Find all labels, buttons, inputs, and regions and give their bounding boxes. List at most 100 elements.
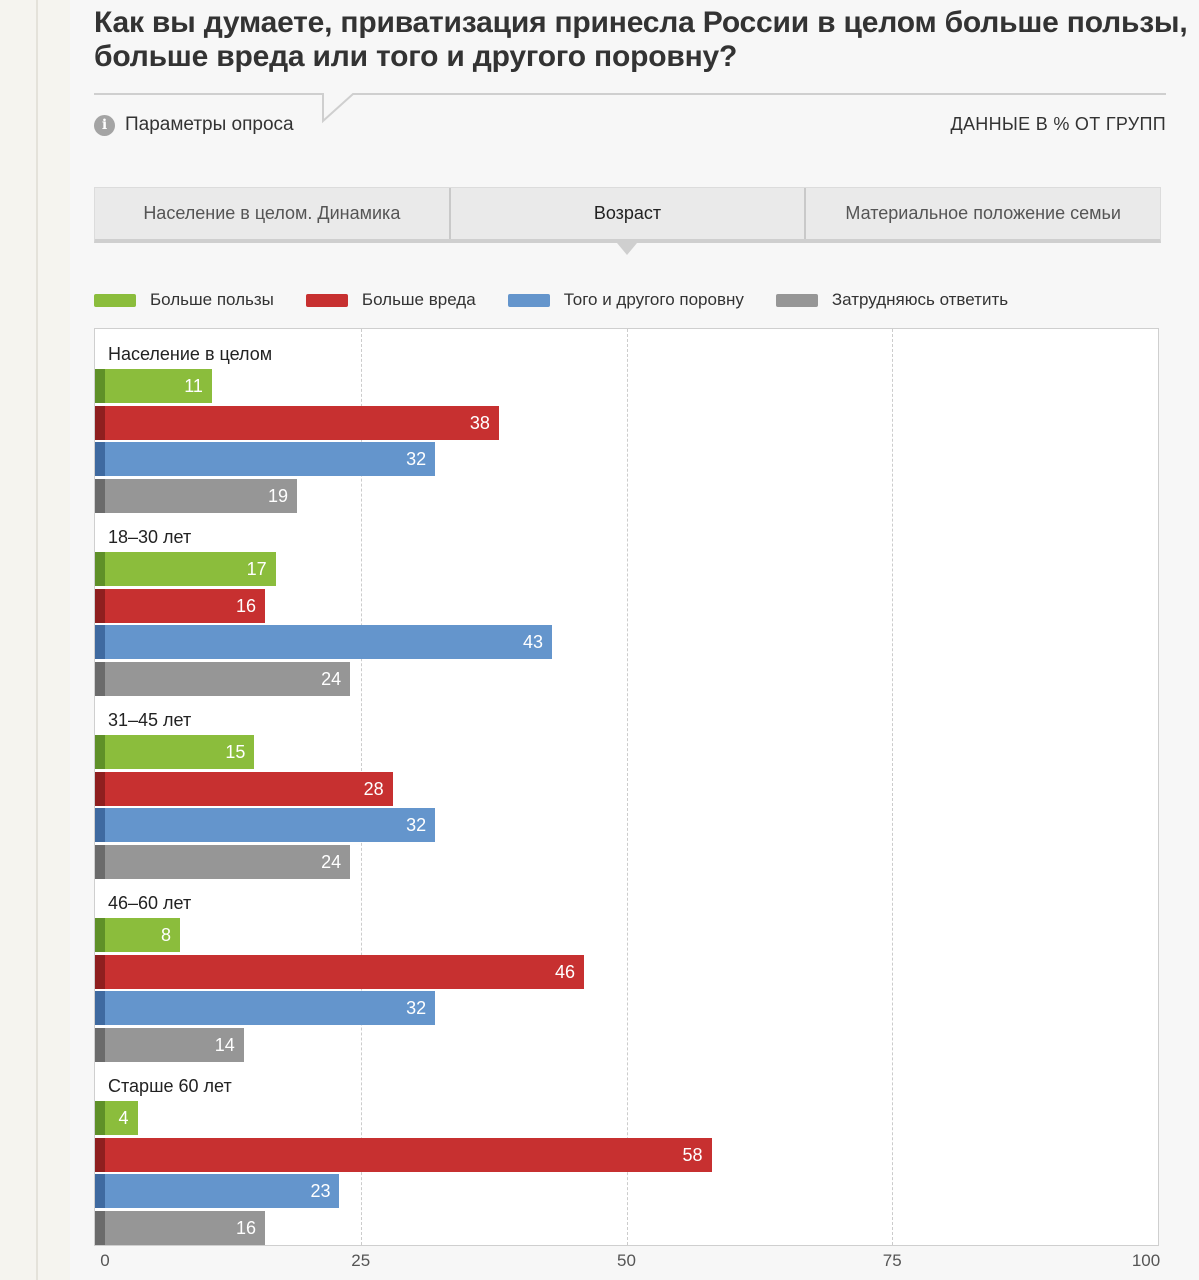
bar-edge (95, 1174, 105, 1208)
bar-edge (95, 625, 105, 659)
bar-value-label: 4 (118, 1108, 129, 1128)
bar-unsure-3: 14 (95, 1028, 244, 1062)
bar-harm-2: 28 (95, 772, 393, 806)
x-tick-100: 100 (1131, 1251, 1161, 1270)
bar-value-label: 32 (406, 815, 427, 835)
header-divider (94, 93, 1166, 124)
legend-swatch-harm (305, 293, 348, 307)
bar-harm-3: 46 (95, 955, 584, 989)
bar-edge (95, 808, 105, 842)
bar-value-label: 17 (246, 559, 267, 579)
page-left-rule (36, 0, 38, 1280)
title-line-2: больше вреда или того и другого поровну? (94, 40, 738, 73)
bar-value-label: 15 (225, 742, 246, 762)
bar-chart: Население в целом 11 38 32 19 18–30 лет 17 16 43… (94, 328, 1159, 1246)
bar-value-label: 16 (236, 596, 257, 616)
bar-value-label: 46 (554, 962, 575, 982)
bar-benefit-2: 15 (95, 735, 255, 769)
bar-value-label: 24 (321, 852, 342, 872)
bar-value-label: 28 (363, 779, 384, 799)
group-label-4: Старше 60 лет (108, 1076, 232, 1096)
legend-label-equal: Того и другого поровну (563, 290, 744, 309)
legend-label-harm: Больше вреда (361, 290, 476, 309)
bar-unsure-1: 24 (95, 662, 351, 696)
bar-value-label: 23 (310, 1181, 331, 1201)
x-tick-50: 50 (617, 1251, 636, 1270)
legend-item-equal: Того и другого поровну (507, 290, 744, 310)
bar-benefit-3: 8 (95, 918, 181, 952)
bar-edge (95, 1101, 105, 1135)
bar-benefit-0: 11 (95, 369, 212, 403)
bar-value-label: 32 (406, 449, 427, 469)
bar-value-label: 38 (469, 413, 490, 433)
bar-value-label: 24 (321, 669, 342, 689)
tab-bar: Население в целом. Динамика Возраст Мате… (94, 187, 1161, 243)
x-tick-25: 25 (351, 1251, 371, 1270)
bar-edge (95, 479, 105, 513)
bar-edge (95, 662, 105, 696)
bar-value-label: 8 (161, 925, 172, 945)
bar-value-label: 16 (236, 1218, 257, 1238)
bar-value-label: 14 (214, 1035, 235, 1055)
bar-equal-1: 43 (95, 625, 553, 659)
bar-edge (95, 918, 105, 952)
bar-edge (95, 1211, 105, 1245)
legend-item-unsure: Затрудняюсь ответить (775, 290, 1009, 310)
tab-family-income[interactable]: Материальное положение семьи (845, 203, 1121, 223)
bar-edge (95, 406, 105, 440)
tab-age[interactable]: Возраст (451, 188, 807, 239)
legend-swatch-unsure (775, 293, 818, 307)
title-line-1: Как вы думаете, приватизация принесла Ро… (94, 6, 1188, 39)
bar-edge (95, 442, 105, 476)
units-label: ДАННЫЕ В % ОТ ГРУПП (950, 114, 1166, 134)
legend-label-benefit: Больше пользы (150, 290, 274, 309)
survey-parameters-link[interactable]: i Параметры опроса (94, 114, 294, 136)
bar-unsure-0: 19 (95, 479, 297, 513)
bar-edge (95, 735, 105, 769)
bar-edge (95, 1028, 105, 1062)
bar-edge (95, 589, 105, 623)
legend-label-unsure: Затрудняюсь ответить (831, 290, 1009, 309)
bar-benefit-1: 17 (95, 552, 276, 586)
bar-edge (95, 845, 105, 879)
bar-unsure-2: 24 (95, 845, 351, 879)
bar-edge (95, 955, 105, 989)
bar-edge (95, 772, 105, 806)
survey-parameters-label: Параметры опроса (125, 114, 294, 135)
group-label-1: 18–30 лет (108, 527, 192, 547)
bar-edge (95, 1138, 105, 1172)
group-label-0: Население в целом (108, 344, 273, 364)
bar-value-label: 58 (682, 1145, 703, 1165)
legend-swatch-equal (507, 293, 550, 307)
bar-harm-4: 58 (95, 1138, 712, 1172)
bar-equal-3: 32 (95, 991, 436, 1025)
chart-legend: Больше пользы Больше вреда Того и другог… (94, 289, 1040, 311)
legend-item-benefit: Больше пользы (94, 290, 274, 310)
bar-edge (95, 991, 105, 1025)
bar-harm-1: 16 (95, 589, 266, 623)
active-tab-pointer (617, 243, 637, 255)
bar-equal-2: 32 (95, 808, 436, 842)
x-tick-0: 0 (100, 1251, 110, 1270)
bar-edge (95, 552, 105, 586)
bar-harm-0: 38 (95, 406, 499, 440)
bar-equal-4: 23 (95, 1174, 340, 1208)
bar-value-label: 43 (523, 632, 544, 652)
grid-line-50 (626, 329, 628, 1245)
info-icon: i (94, 114, 115, 136)
bar-value-label: 32 (406, 998, 427, 1018)
group-label-2: 31–45 лет (108, 710, 192, 730)
tab-population-dynamics[interactable]: Население в целом. Динамика (95, 188, 451, 239)
bar-value-label: 19 (267, 486, 288, 506)
page-title: Как вы думаете, приватизация принесла Ро… (94, 6, 1188, 74)
bar-value-label: 11 (184, 376, 203, 396)
bar-equal-0: 32 (95, 442, 436, 476)
legend-item-harm: Больше вреда (305, 290, 476, 310)
bar-unsure-4: 16 (95, 1211, 266, 1245)
bar-edge (95, 369, 105, 403)
legend-swatch-benefit (94, 293, 136, 307)
x-tick-75: 75 (882, 1251, 902, 1270)
group-label-3: 46–60 лет (108, 893, 192, 913)
grid-line-75 (892, 329, 894, 1245)
bar-benefit-4: 4 (95, 1101, 138, 1135)
